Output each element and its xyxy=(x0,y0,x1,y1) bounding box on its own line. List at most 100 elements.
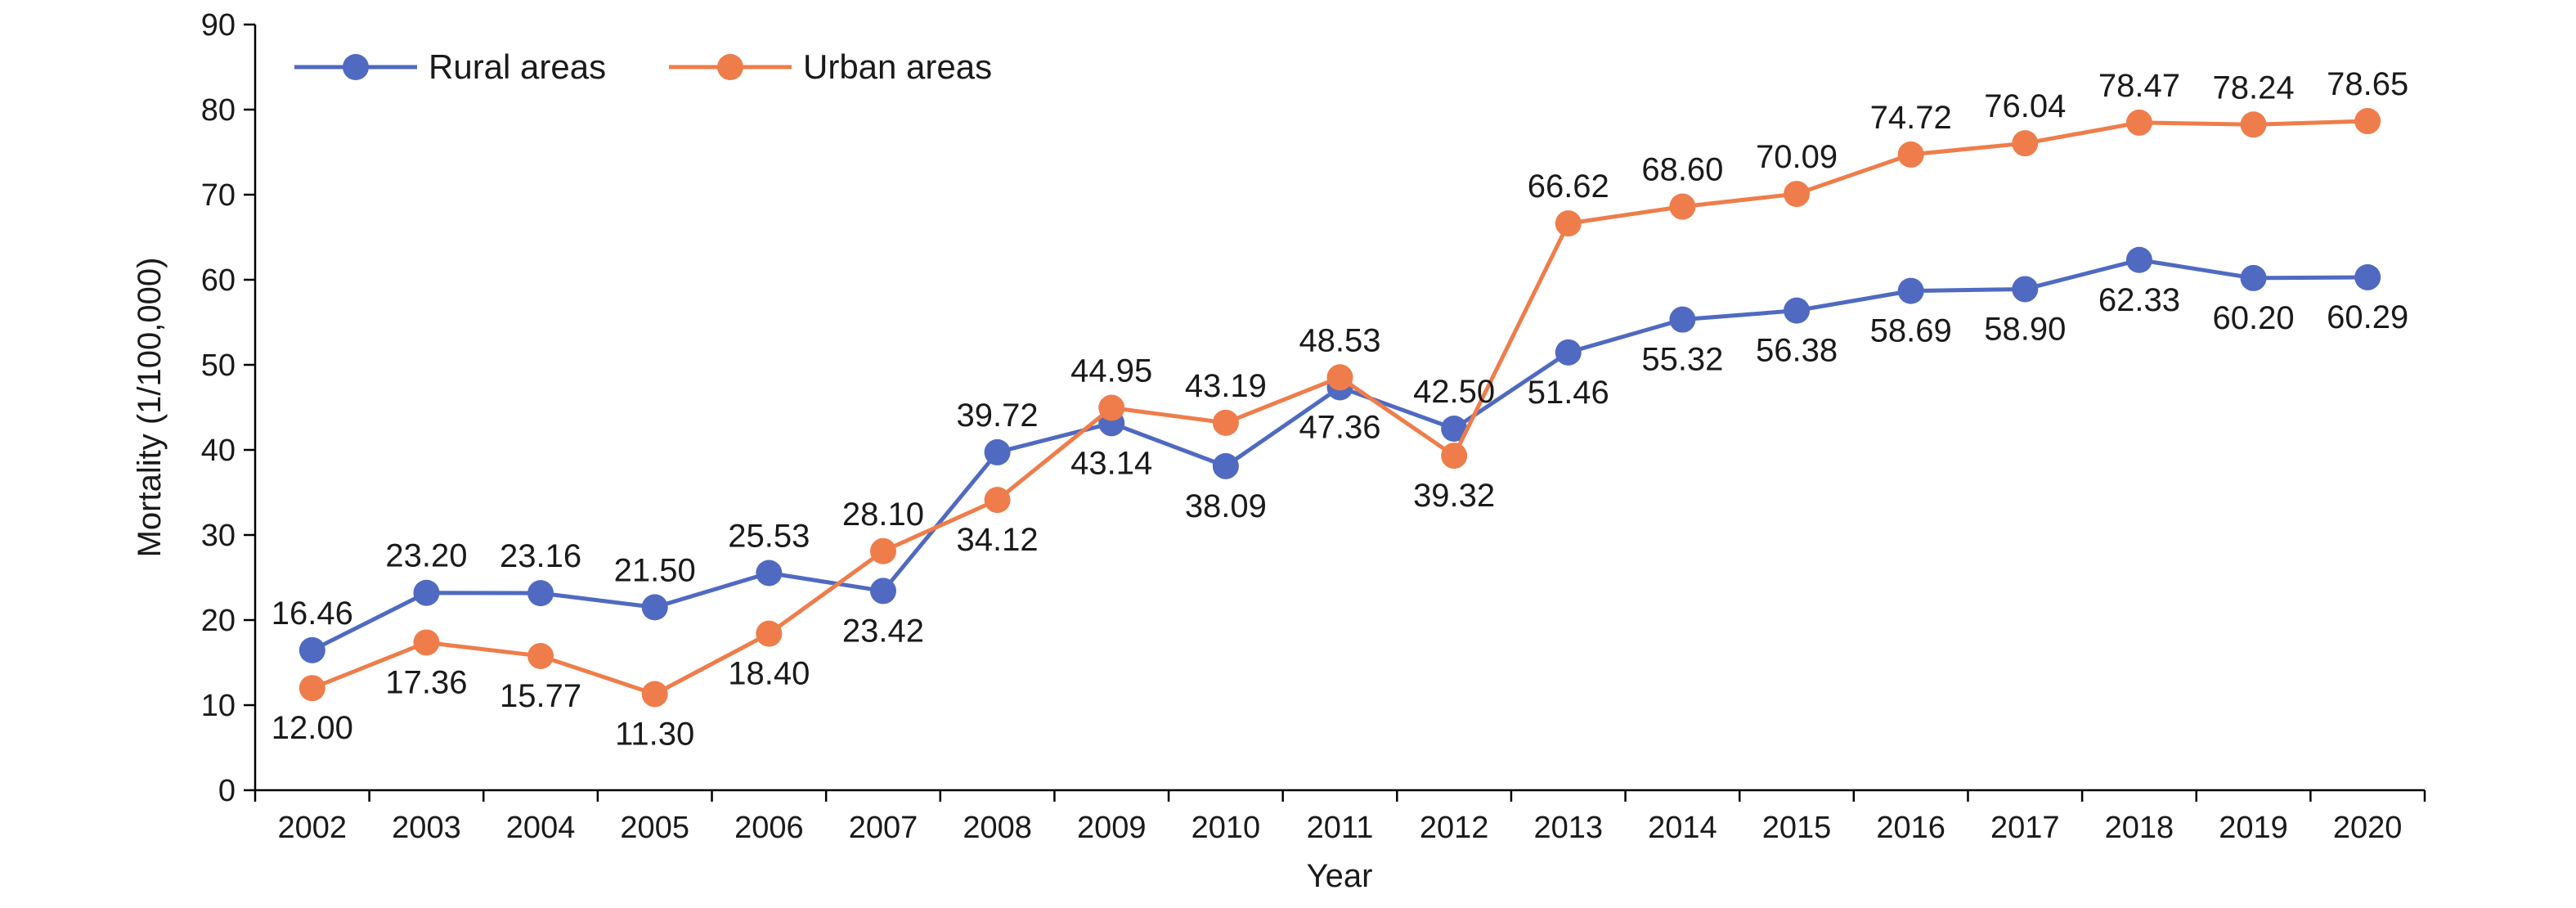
data-label-rural-areas: 23.20 xyxy=(385,538,467,574)
data-point-urban-areas xyxy=(1784,181,1811,208)
x-tick-label: 2005 xyxy=(620,811,689,845)
data-point-urban-areas xyxy=(869,537,896,564)
x-axis-ticks: 2002 2003 2004 2005 2006 2007 2008 2009 2010 2011… xyxy=(254,790,2426,845)
data-label-rural-areas: 60.29 xyxy=(2327,299,2408,335)
data-point-rural-areas xyxy=(2012,276,2039,303)
axes xyxy=(254,25,2425,792)
data-point-urban-areas xyxy=(984,487,1011,514)
data-label-urban-areas: 66.62 xyxy=(1528,169,1609,205)
x-tick-label: 2016 xyxy=(1876,811,1945,845)
x-tick-label: 2011 xyxy=(1307,811,1374,845)
legend-marker-urban-areas xyxy=(717,54,743,80)
x-tick-label: 2012 xyxy=(1420,811,1489,845)
data-point-rural-areas xyxy=(2125,246,2152,273)
data-point-urban-areas xyxy=(527,642,554,669)
data-point-rural-areas xyxy=(298,636,325,663)
y-tick-label: 0 xyxy=(218,774,236,808)
y-tick-label: 10 xyxy=(201,689,236,723)
data-point-rural-areas xyxy=(1212,452,1239,479)
data-point-rural-areas xyxy=(2240,264,2267,291)
legend-item-urban-areas: Urban areas xyxy=(669,47,992,86)
data-label-rural-areas: 58.69 xyxy=(1870,313,1952,349)
x-tick-label: 2002 xyxy=(278,811,348,845)
data-point-rural-areas xyxy=(1897,277,1924,304)
data-label-urban-areas: 70.09 xyxy=(1756,139,1838,175)
data-point-rural-areas xyxy=(984,438,1011,465)
data-label-urban-areas: 34.12 xyxy=(957,522,1039,558)
series-urban-areas xyxy=(298,108,2381,708)
data-label-rural-areas: 21.50 xyxy=(614,552,696,588)
x-tick-label: 2008 xyxy=(963,811,1032,845)
data-label-rural-areas: 51.46 xyxy=(1528,375,1609,411)
y-tick-label: 70 xyxy=(201,178,236,213)
data-point-urban-areas xyxy=(1441,443,1468,470)
series-layer xyxy=(298,108,2381,708)
y-tick-label: 60 xyxy=(201,263,236,298)
data-label-rural-areas: 60.20 xyxy=(2212,300,2294,336)
x-tick-label: 2010 xyxy=(1192,811,1261,845)
data-point-urban-areas xyxy=(298,675,325,702)
x-tick-label: 2007 xyxy=(849,811,918,845)
series-line-urban-areas xyxy=(311,119,2368,696)
data-label-rural-areas: 55.32 xyxy=(1641,342,1723,378)
x-tick-label: 2013 xyxy=(1533,811,1603,845)
data-label-rural-areas: 56.38 xyxy=(1756,333,1838,369)
x-axis-title: Year xyxy=(1307,858,1373,894)
x-tick-label: 2006 xyxy=(734,811,804,845)
data-point-urban-areas xyxy=(2240,111,2267,138)
x-tick-label: 2018 xyxy=(2105,811,2174,845)
data-label-rural-areas: 16.46 xyxy=(272,596,353,632)
data-label-urban-areas: 78.65 xyxy=(2327,66,2408,102)
legend-marker-rural-areas xyxy=(343,54,369,80)
data-point-rural-areas xyxy=(1669,306,1696,333)
data-point-rural-areas xyxy=(413,579,440,606)
legend-label-rural-areas: Rural areas xyxy=(429,47,606,86)
data-label-urban-areas: 39.32 xyxy=(1413,478,1495,514)
x-tick-label: 2004 xyxy=(506,811,576,845)
y-tick-label: 30 xyxy=(201,519,236,553)
data-label-urban-areas: 43.19 xyxy=(1185,368,1267,404)
data-label-rural-areas: 39.72 xyxy=(957,398,1039,434)
data-point-urban-areas xyxy=(2125,109,2152,136)
x-tick-label: 2009 xyxy=(1077,811,1147,845)
data-label-rural-areas: 25.53 xyxy=(728,518,810,554)
data-point-urban-areas xyxy=(1098,394,1125,421)
data-point-urban-areas xyxy=(2012,130,2039,157)
data-point-rural-areas xyxy=(756,560,783,587)
series-rural-areas xyxy=(298,246,2381,663)
data-label-rural-areas: 38.09 xyxy=(1185,488,1267,524)
y-tick-label: 90 xyxy=(201,8,236,43)
data-point-rural-areas xyxy=(2354,263,2381,290)
data-label-urban-areas: 74.72 xyxy=(1870,100,1952,136)
data-label-rural-areas: 58.90 xyxy=(1984,311,2066,347)
data-point-urban-areas xyxy=(756,620,783,647)
data-label-urban-areas: 12.00 xyxy=(272,710,353,746)
data-label-urban-areas: 44.95 xyxy=(1070,353,1152,389)
data-point-urban-areas xyxy=(413,629,440,656)
y-tick-label: 40 xyxy=(201,434,236,468)
legend-label-urban-areas: Urban areas xyxy=(803,47,992,86)
data-label-rural-areas: 23.16 xyxy=(500,538,581,574)
y-tick-label: 80 xyxy=(201,93,236,128)
data-point-urban-areas xyxy=(2354,108,2381,135)
data-point-rural-areas xyxy=(527,580,554,607)
data-label-urban-areas: 78.47 xyxy=(2098,68,2180,104)
data-label-rural-areas: 62.33 xyxy=(2098,282,2180,318)
data-point-rural-areas xyxy=(1555,339,1582,366)
y-tick-label: 50 xyxy=(201,348,236,383)
data-point-urban-areas xyxy=(1555,210,1582,237)
y-axis-ticks: 0 10 20 30 40 50 60 70 80 90 xyxy=(201,8,255,808)
data-label-urban-areas: 76.04 xyxy=(1984,88,2066,124)
data-label-urban-areas: 15.77 xyxy=(500,678,581,714)
data-label-urban-areas: 48.53 xyxy=(1299,322,1380,358)
data-label-rural-areas: 47.36 xyxy=(1299,409,1380,445)
x-tick-label: 2020 xyxy=(2333,811,2403,845)
data-point-rural-areas xyxy=(1784,297,1811,324)
data-label-urban-areas: 28.10 xyxy=(842,497,924,533)
y-axis-title: Mortality (1/100,000) xyxy=(132,258,168,558)
data-label-urban-areas: 68.60 xyxy=(1641,152,1723,188)
data-point-urban-areas xyxy=(1897,141,1924,168)
data-label-rural-areas: 23.42 xyxy=(842,613,924,649)
data-label-urban-areas: 17.36 xyxy=(385,664,467,700)
